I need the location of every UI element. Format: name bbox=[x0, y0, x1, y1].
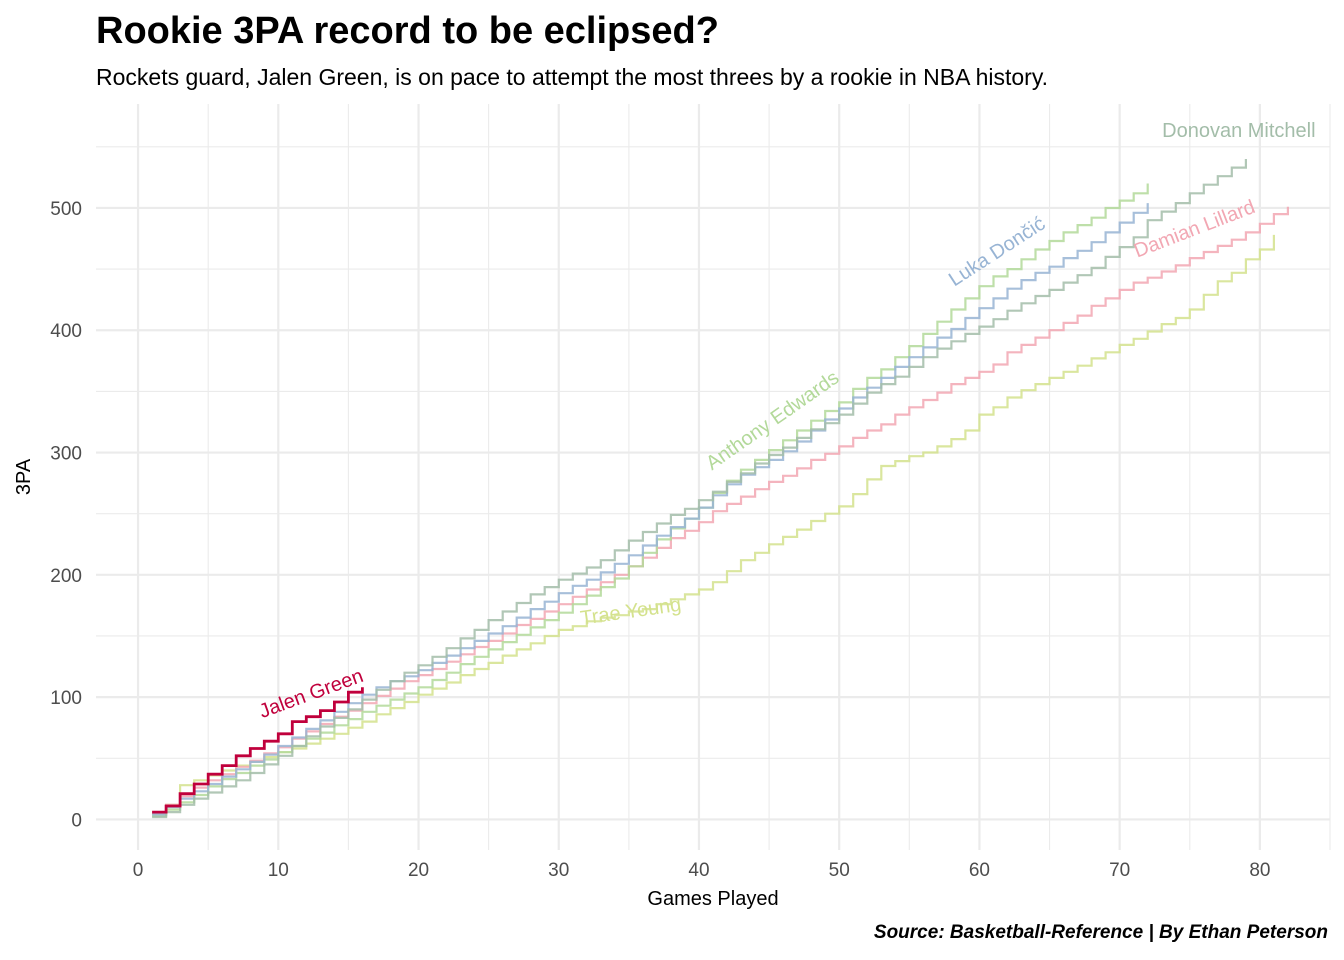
source-caption: Source: Basketball-Reference | By Ethan … bbox=[873, 922, 1328, 943]
series-line-damian-lillard bbox=[152, 206, 1289, 815]
series-label: Damian Lillard bbox=[1131, 196, 1258, 262]
y-tick-label: 500 bbox=[50, 199, 82, 220]
chart-subtitle: Rockets guard, Jalen Green, is on pace t… bbox=[96, 64, 1048, 90]
x-tick-label: 50 bbox=[829, 860, 850, 881]
series-lines bbox=[152, 159, 1289, 819]
x-tick-label: 60 bbox=[969, 860, 990, 881]
x-tick-label: 70 bbox=[1109, 860, 1130, 881]
x-tick-label: 80 bbox=[1249, 860, 1270, 881]
y-axis-title: 3PA bbox=[13, 458, 35, 495]
series-line-luka-don-i- bbox=[152, 203, 1149, 816]
series-label: Donovan Mitchell bbox=[1162, 120, 1315, 142]
x-axis-title: Games Played bbox=[647, 888, 778, 910]
y-tick-label: 400 bbox=[50, 321, 82, 342]
series-label: Trae Young bbox=[579, 594, 683, 630]
x-tick-label: 30 bbox=[548, 860, 569, 881]
x-tick-label: 40 bbox=[688, 860, 709, 881]
y-tick-label: 100 bbox=[50, 688, 82, 709]
x-tick-label: 20 bbox=[408, 860, 429, 881]
series-line-trae-young bbox=[152, 234, 1275, 816]
x-tick-labels: 0 10 20 30 40 50 60 70 80 bbox=[133, 860, 1271, 881]
y-tick-labels: 0 100 200 300 400 500 bbox=[50, 199, 82, 831]
y-tick-label: 0 bbox=[71, 810, 82, 831]
y-tick-label: 200 bbox=[50, 566, 82, 587]
y-tick-label: 300 bbox=[50, 444, 82, 465]
x-tick-label: 0 bbox=[133, 860, 144, 881]
grid-lines bbox=[96, 104, 1331, 850]
series-line-donovan-mitchell bbox=[152, 159, 1247, 819]
series-line-jalen-green bbox=[152, 687, 364, 814]
chart-title: Rookie 3PA record to be eclipsed? bbox=[96, 10, 719, 52]
x-tick-label: 10 bbox=[268, 860, 289, 881]
